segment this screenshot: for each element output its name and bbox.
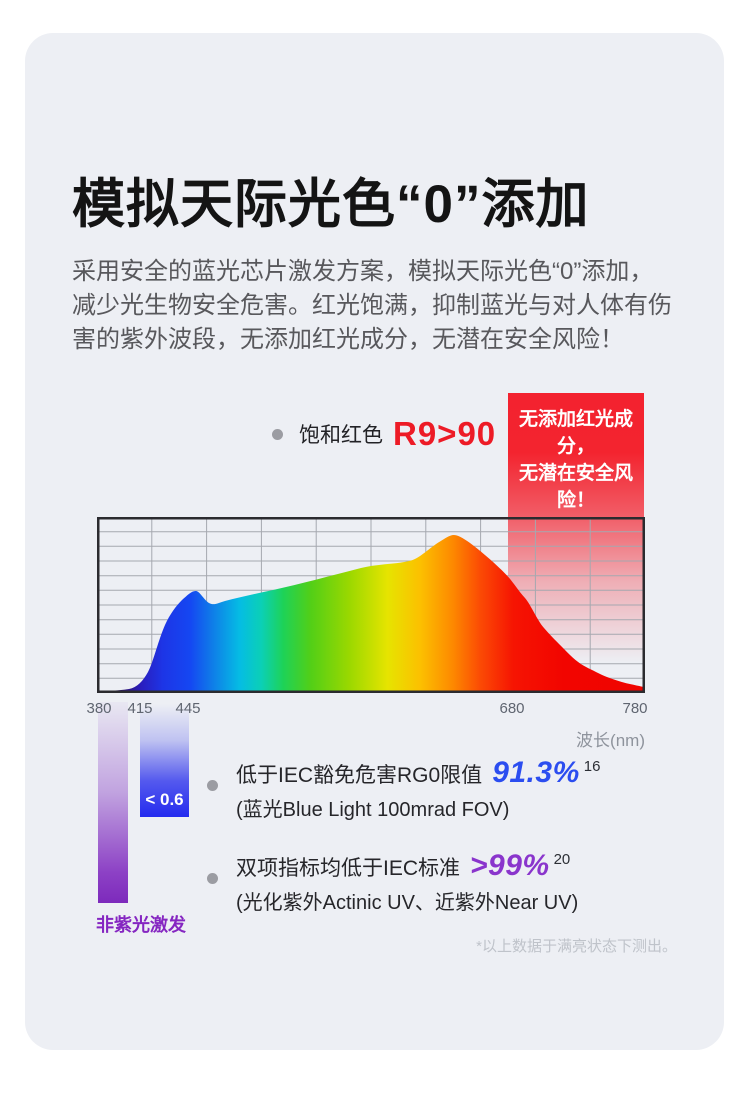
x-axis-label: 波长(nm) bbox=[576, 731, 645, 750]
bullet-dot-icon bbox=[272, 428, 283, 440]
stat-label: 低于IEC豁免危害RG0限值 bbox=[236, 764, 483, 787]
x-tick-445: 445 bbox=[175, 700, 201, 717]
stat-label: 双项指标均低于IEC标准 bbox=[236, 857, 461, 880]
x-tick-780: 780 bbox=[622, 700, 648, 717]
uv-region-bar bbox=[98, 702, 128, 903]
stat-superscript: 20 bbox=[553, 851, 571, 868]
description-text: 采用安全的蓝光芯片激发方案，模拟天际光色“0”添加， 减少光生物安全危害。红光饱… bbox=[72, 258, 672, 353]
blue-region-bar: < 0.6 bbox=[140, 704, 189, 817]
footnote: *以上数据于满亮状态下测出。 bbox=[476, 938, 677, 955]
uv-region-label: 非紫光激发 bbox=[96, 915, 186, 935]
r9-value: R9>90 bbox=[393, 415, 497, 452]
page-title: 模拟天际光色“0”添加 bbox=[72, 174, 590, 234]
bullet-dot-icon bbox=[207, 780, 218, 791]
spectral-chart bbox=[97, 517, 645, 693]
blue-region-value: < 0.6 bbox=[145, 790, 184, 809]
x-tick-680: 680 bbox=[499, 700, 525, 717]
stat-note: (光化紫外Actinic UV、近紫外Near UV) bbox=[236, 892, 579, 914]
chart-frame bbox=[97, 517, 645, 693]
stat-superscript: 16 bbox=[583, 758, 601, 775]
stat-line: 低于IEC豁免危害RG0限值 91.3% 16 bbox=[236, 756, 600, 790]
stat-line: 双项指标均低于IEC标准 >99% 20 bbox=[236, 849, 570, 883]
no-red-light-badge-text: 无添加红光成分， 无潜在安全风险！ bbox=[518, 409, 633, 511]
spectral-curve bbox=[97, 534, 645, 693]
x-tick-380: 380 bbox=[86, 700, 112, 717]
stat-note: (蓝光Blue Light 100mrad FOV) bbox=[236, 799, 510, 821]
x-tick-415: 415 bbox=[127, 700, 153, 717]
r9-label: 饱和红色 bbox=[299, 424, 383, 447]
bullet-dot-icon bbox=[207, 873, 218, 884]
r9-highlight-row: 饱和红色 R9>90 bbox=[272, 414, 496, 454]
stat-value: 91.3% bbox=[492, 756, 580, 789]
stat-value: >99% bbox=[470, 849, 550, 882]
